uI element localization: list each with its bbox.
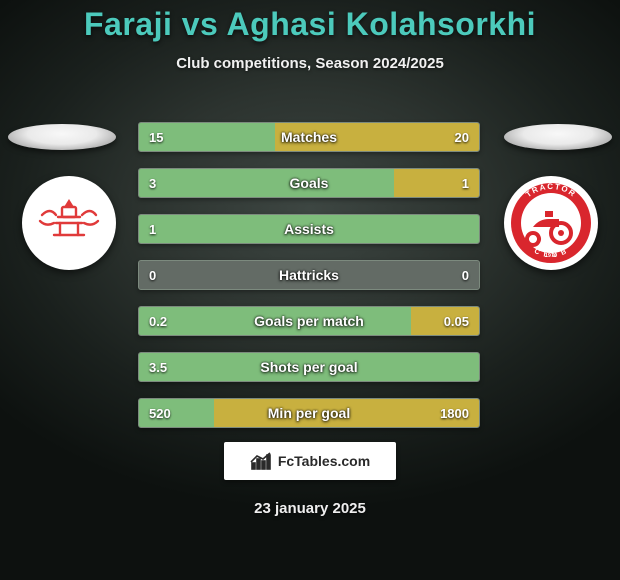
stat-row: Matches1520 [138,122,480,152]
club-logo-right: TRACTOR C L U B 1970 [504,176,598,270]
stat-value-left: 0 [149,261,156,289]
stat-fill-left [139,123,275,151]
stat-row: Assists1 [138,214,480,244]
club-crest-right-icon: TRACTOR C L U B 1970 [510,182,592,264]
stats-bars: Matches1520 Goals31 Assists1 Hattricks0 0 Goa… [138,122,480,444]
brand-badge: FcTables.com [224,442,396,480]
stat-fill-left [139,307,411,335]
stat-row: Min per goal5201800 [138,398,480,428]
stat-fill-left [139,169,394,197]
stat-fill-left [139,353,479,381]
page-title: Faraji vs Aghasi Kolahsorkhi [0,0,620,43]
stat-row: Shots per goal3.5 [138,352,480,382]
svg-text:1970: 1970 [545,253,557,259]
stat-fill-left [139,399,214,427]
stat-fill-right [411,307,479,335]
subtitle: Club competitions, Season 2024/2025 [0,55,620,72]
stat-fill-right [275,123,479,151]
player-left-ellipse [8,124,116,150]
stat-fill-left [139,215,479,243]
stat-row: Hattricks0 0 [138,260,480,290]
stat-fill-right [214,399,479,427]
stat-row: Goals per match0.20.05 [138,306,480,336]
stat-label: Hattricks [139,261,479,289]
stat-row: Goals31 [138,168,480,198]
brand-text: FcTables.com [278,453,370,469]
stat-value-right: 0 [462,261,469,289]
date-label: 23 january 2025 [0,500,620,517]
club-logo-left [22,176,116,270]
player-right-ellipse [504,124,612,150]
stat-fill-right [394,169,479,197]
club-crest-left-icon [34,193,104,253]
brand-chart-icon [250,451,272,471]
